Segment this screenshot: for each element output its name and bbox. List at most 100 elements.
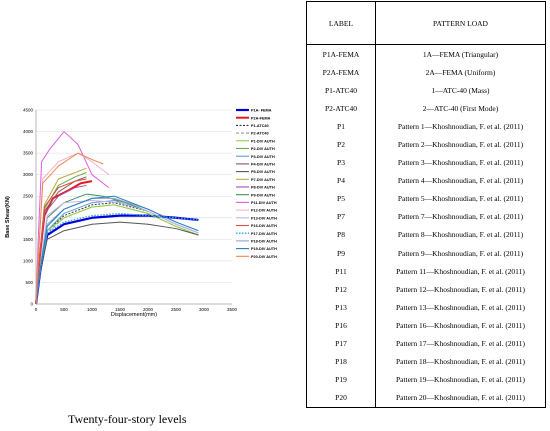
- y-tick-label: 3500: [23, 151, 34, 156]
- pattern-load-cell: Pattern 20—Khoshnoudian, F. et al. (2011…: [375, 388, 546, 408]
- pattern-load-cell: Pattern 11—Khoshnoudian, F. et al. (2011…: [375, 262, 546, 281]
- x-tick-label: 3000: [199, 307, 210, 312]
- pattern-load-cell: Pattern 16—Khoshnoudian, F. et al. (2011…: [375, 316, 546, 335]
- series-line-8: [35, 221, 199, 305]
- pattern-load-cell: Pattern 1—Khoshnoudian, F. et al. (2011): [375, 117, 546, 136]
- pattern-load-cell: Pattern 19—Khoshnoudian, F. et al. (2011…: [375, 370, 546, 389]
- label-cell: P2: [306, 135, 376, 154]
- pattern-load-cell: Pattern 3—Khoshnoudian, F. et al. (2011): [375, 153, 546, 172]
- table-row: P8 Pattern 8—Khoshnoudian, F. et al. (201…: [306, 225, 546, 245]
- pushover-chart: 0 500 1000 1500 2000 2500 3000 3500 4000 4500 0 500…: [5, 108, 277, 319]
- legend-label: P2A-FEMA: [251, 116, 271, 120]
- label-cell: P18: [306, 352, 376, 371]
- legend-label: P20-DIV AUTH: [251, 255, 277, 259]
- label-cell: P16: [306, 316, 376, 335]
- pattern-load-cell: Pattern 12—Khoshnoudian, F. et al. (2011…: [375, 280, 546, 299]
- x-tick-label: 3500: [227, 307, 238, 312]
- table-row: P5 Pattern 5—Khoshnoudian, F. et al. (201…: [306, 189, 546, 208]
- legend-label: P11-DIV AUTH: [251, 201, 277, 205]
- chart-axes: 0 500 1000 1500 2000 2500 3000 3500 4000 4500 0 500…: [23, 108, 238, 313]
- label-cell: P8: [306, 225, 376, 245]
- table-row: P4 Pattern 4—Khoshnoudian, F. et al. (201…: [306, 171, 546, 190]
- label-cell: P1: [306, 117, 376, 136]
- series-line-3: [35, 204, 199, 305]
- table-row: P17 Pattern 17—Khoshnoudian, F. et al. (2…: [306, 334, 546, 353]
- legend-label: P1-DIV AUTH: [251, 139, 275, 143]
- label-cell: P2-ATC40: [306, 99, 376, 118]
- y-tick-label: 3000: [23, 172, 34, 177]
- label-cell: P20: [306, 388, 376, 408]
- pattern-load-cell: 2A—FEMA (Uniform): [375, 63, 546, 82]
- series-line-17: [35, 197, 199, 305]
- table-row: P18 Pattern 18—Khoshnoudian, F. et al. (2…: [306, 352, 546, 371]
- legend-label: P9-DIV AUTH: [251, 193, 275, 197]
- series-line-12: [35, 131, 110, 305]
- table-row: P7 Pattern 7—Khoshnoudian, F. et al. (201…: [306, 207, 546, 226]
- table-body: P1A-FEMA 1A—FEMA (Triangular) P2A-FEMA 2A—F…: [306, 44, 546, 408]
- chart-series: [34, 131, 199, 305]
- y-tick-label: 4000: [23, 129, 34, 134]
- series-line-19: [35, 152, 104, 305]
- label-cell: P1A-FEMA: [306, 44, 376, 64]
- label-cell: P1-ATC40: [306, 81, 376, 100]
- legend-label: P1A- FEMA: [251, 109, 272, 113]
- x-tick-label: 1000: [87, 307, 98, 312]
- pattern-load-table: LABEL PATTERN LOAD P1A-FEMA 1A—FEMA (Tria…: [306, 1, 546, 408]
- table-row: P12 Pattern 12—Khoshnoudian, F. et al. (2…: [306, 280, 546, 299]
- y-tick-label: 1500: [23, 237, 34, 242]
- label-cell: P11: [306, 262, 376, 281]
- label-cell: P4: [306, 171, 376, 190]
- y-tick-label: 2000: [23, 215, 34, 220]
- x-tick-label: 2000: [143, 307, 154, 312]
- x-tick-label: 500: [60, 307, 68, 312]
- x-tick-label: 0: [35, 307, 38, 312]
- table-row: P3 Pattern 3—Khoshnoudian, F. et al. (201…: [306, 153, 546, 172]
- series-line-0: [34, 214, 199, 305]
- pattern-load-cell: Pattern 2—Khoshnoudian, F. et al. (2011): [375, 135, 546, 154]
- chart-legend: P1A- FEMA P2A-FEMA P1-ATC40 P2-ATC40 P1-DIV …: [236, 109, 277, 259]
- table-row: P1-ATC40 1—ATC-40 (Mass): [306, 81, 546, 100]
- label-cell: P13: [306, 298, 376, 317]
- pattern-load-cell: Pattern 17—Khoshnoudian, F. et al. (2011…: [375, 334, 546, 353]
- table-row: P9 Pattern 9—Khoshnoudian, F. et al. (201…: [306, 244, 546, 263]
- legend-label: P4-DIV AUTH: [251, 163, 275, 167]
- y-tick-label: 1000: [23, 258, 34, 263]
- legend-label: P18-DIV AUTH: [251, 240, 277, 244]
- label-cell: P12: [306, 280, 376, 299]
- pattern-load-cell: Pattern 8—Khoshnoudian, F. et al. (2011): [375, 225, 546, 245]
- table-row: P1 Pattern 1—Khoshnoudian, F. et al. (201…: [306, 117, 546, 136]
- pattern-load-cell: 1—ATC-40 (Mass): [375, 81, 546, 100]
- pattern-load-cell: Pattern 18—Khoshnoudian, F. et al. (2011…: [375, 352, 546, 371]
- legend-label: P1-ATC40: [251, 124, 269, 128]
- series-line-11: [35, 193, 149, 305]
- legend-label: P7-DIV AUTH: [251, 178, 275, 182]
- label-cell: P3: [306, 153, 376, 172]
- label-cell: P7: [306, 207, 376, 226]
- series-line-4: [35, 204, 199, 305]
- table-row: P13 Pattern 13—Khoshnoudian, F. et al. (2…: [306, 298, 546, 317]
- pattern-load-cell: 1A—FEMA (Triangular): [375, 44, 546, 64]
- series-line-15: [35, 178, 87, 305]
- table-row: P16 Pattern 16—Khoshnoudian, F. et al. (2…: [306, 316, 546, 335]
- table-row: P2 Pattern 2—Khoshnoudian, F. et al. (201…: [306, 135, 546, 154]
- x-axis-title: Displacement(mm): [111, 312, 157, 318]
- y-tick-label: 2500: [23, 194, 34, 199]
- x-tick-label: 2500: [171, 307, 182, 312]
- figure-caption: Twenty-four-story levels: [68, 412, 187, 426]
- label-column-header: LABEL: [306, 1, 376, 45]
- legend-label: P12-DIV AUTH: [251, 209, 277, 213]
- pattern-load-column-header: PATTERN LOAD: [375, 1, 546, 45]
- legend-label: P3-DIV AUTH: [251, 155, 275, 159]
- table-row: P1A-FEMA 1A—FEMA (Triangular): [306, 44, 546, 64]
- legend-label: P8-DIV AUTH: [251, 186, 275, 190]
- series-line-18: [35, 195, 199, 305]
- series-line-5: [35, 172, 87, 305]
- series-line-16: [35, 212, 199, 305]
- series-line-14: [35, 200, 199, 305]
- y-tick-label: 4500: [23, 108, 34, 113]
- table-row: P19 Pattern 19—Khoshnoudian, F. et al. (2…: [306, 370, 546, 389]
- legend-label: P2-ATC40: [251, 132, 269, 136]
- pattern-load-cell: Pattern 4—Khoshnoudian, F. et al. (2011): [375, 171, 546, 190]
- series-line-9: [35, 167, 87, 305]
- x-tick-label: 1500: [115, 307, 126, 312]
